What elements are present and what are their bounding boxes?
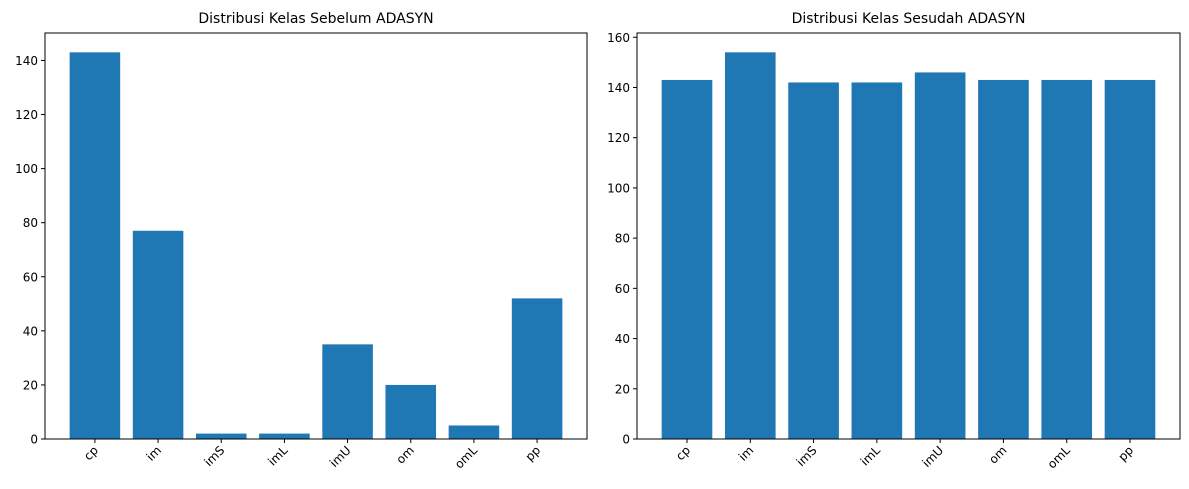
- x-tick-label-pp: pp: [523, 443, 544, 464]
- x-tick-label-om: om: [986, 443, 1009, 466]
- bar-pp: [1104, 79, 1156, 439]
- y-tick-label: 80: [615, 232, 630, 246]
- y-tick-label: 40: [615, 332, 630, 346]
- x-tick-label-imU: imU: [327, 443, 354, 470]
- chart-title-after: Distribusi Kelas Sesudah ADASYN: [792, 11, 1026, 27]
- y-tick-label: 0: [622, 433, 630, 447]
- x-tick-label-imS: imS: [201, 443, 227, 469]
- y-tick-label: 20: [615, 382, 630, 396]
- y-tick-label: 140: [15, 54, 38, 68]
- bar-imL: [851, 82, 903, 440]
- bar-imS: [195, 433, 247, 439]
- bar-omL: [1041, 79, 1093, 439]
- chart-before-adasyn: Distribusi Kelas Sebelum ADASYN 0 20 40 60 8…: [15, 11, 588, 471]
- x-tick-label-cp: cp: [81, 443, 101, 463]
- bar-om: [978, 79, 1029, 439]
- bar-cp: [661, 79, 713, 439]
- chart-after-adasyn: Distribusi Kelas Sesudah ADASYN 0 20 40 60 8…: [607, 11, 1181, 471]
- y-tick-label: 100: [607, 181, 630, 195]
- x-tick-label-im: im: [144, 443, 165, 464]
- x-tick-label-im: im: [736, 443, 757, 464]
- x-tick-label-imU: imU: [920, 443, 947, 470]
- x-tick-label-pp: pp: [1115, 443, 1136, 464]
- bar-imU: [322, 344, 373, 439]
- bar-omL: [448, 425, 500, 439]
- y-tick-label: 100: [15, 162, 38, 176]
- bar-imS: [788, 82, 839, 440]
- x-tick-label-cp: cp: [673, 443, 693, 463]
- bar-im: [724, 52, 776, 439]
- y-tick-label: 80: [23, 216, 38, 230]
- bar-cp: [69, 52, 121, 439]
- x-tick-label-om: om: [394, 443, 417, 466]
- bar-pp: [511, 298, 563, 439]
- y-tick-label: 120: [607, 131, 630, 145]
- y-tick-label: 40: [23, 324, 38, 338]
- x-tick-label-omL: omL: [1045, 443, 1073, 471]
- chart-title-before: Distribusi Kelas Sebelum ADASYN: [198, 11, 433, 27]
- x-tick-label-imS: imS: [794, 443, 820, 469]
- y-tick-label: 0: [30, 433, 38, 447]
- bar-im: [132, 230, 184, 439]
- y-tick-label: 160: [607, 31, 630, 45]
- bar-imL: [259, 433, 310, 439]
- y-tick-label: 60: [23, 270, 38, 284]
- x-tick-label-omL: omL: [452, 443, 480, 471]
- y-tick-label: 60: [615, 282, 630, 296]
- x-tick-label-imL: imL: [265, 443, 290, 468]
- y-tick-label: 20: [23, 378, 38, 392]
- bar-imU: [914, 72, 966, 440]
- plot-frame: [636, 32, 1181, 440]
- bar-om: [385, 384, 437, 439]
- y-tick-label: 140: [607, 81, 630, 95]
- plot-frame: [44, 32, 588, 440]
- x-tick-label-imL: imL: [858, 443, 883, 468]
- y-tick-label: 120: [15, 108, 38, 122]
